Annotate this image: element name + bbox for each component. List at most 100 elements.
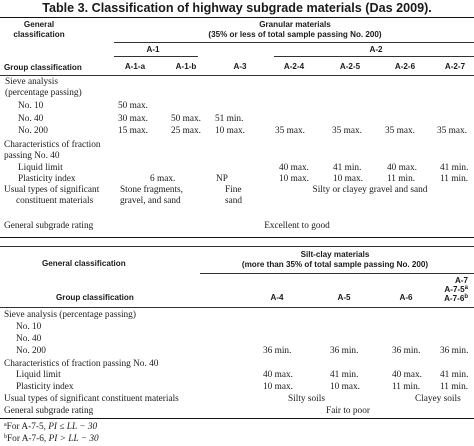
column-header-a-1-b: A-1-b (175, 62, 197, 71)
bottom-table-bottom-rule (0, 418, 474, 420)
rating-value: Excellent to good (264, 221, 330, 231)
footnote-a-formula: PI ≤ LL − 30 (48, 422, 98, 432)
cell-no200-a-4: 36 min. (263, 346, 292, 356)
a2-span-rule (274, 56, 474, 57)
cell-no40-a-3: 51 min. (215, 114, 244, 124)
fraction-characteristics-sublabel: passing No. 40 (4, 151, 60, 161)
constituents-a3-2: sand (225, 196, 243, 206)
cell-ll-a-2-6: 40 max. (387, 163, 417, 173)
row-label-no200: No. 200 (18, 126, 48, 136)
bottom-general-classification-label: General classification (42, 259, 126, 268)
group-a1-header: A-1 (146, 45, 160, 54)
constituents-silty-soils: Silty soils (288, 394, 325, 404)
column-header-a-2-6: A-2-6 (394, 62, 416, 71)
a1-span-rule (114, 56, 198, 57)
row-label-plasticity-index: Plasticity index (18, 174, 76, 184)
column-header-a-3: A-3 (233, 62, 247, 71)
bottom-row-label-liquid-limit: Liquid limit (16, 370, 61, 380)
cell-pi-a-5: 10 max. (330, 382, 360, 392)
cell-ll-a-6: 40 max. (392, 370, 422, 380)
footnote-b-mark: b (4, 434, 7, 440)
constituents-a1: Stone fragments, (120, 185, 183, 195)
sieve-analysis-label: Sieve analysis (5, 77, 58, 87)
footnote-b-formula: PI > LL − 30 (48, 434, 99, 444)
footnote-a-mark: a (4, 422, 7, 428)
cell-ll-a-4: 40 max. (263, 370, 293, 380)
cell-no200-a-2-4: 35 max. (275, 126, 305, 136)
constituents-sublabel: constituent materials (16, 196, 94, 206)
column-header-a-7-5: A-7-5a (444, 285, 468, 294)
row-label-liquid-limit: Liquid limit (18, 163, 63, 173)
cell-no200-a-1-b: 25 max. (171, 126, 201, 136)
bottom-header-rule (0, 307, 474, 308)
table-title: Table 3. Classification of highway subgr… (42, 1, 432, 15)
cell-pi-a-2-7: 11 min. (440, 174, 469, 184)
constituents-a2: Silty or clayey gravel and sand (312, 185, 428, 195)
cell-pi-a-6: 11 min. (392, 382, 421, 392)
cell-no200-a-7: 36 min. (440, 346, 469, 356)
column-header-a-2-7: A-2-7 (444, 62, 466, 71)
cell-pi-a-2-4: 10 max. (279, 174, 309, 184)
granular-materials-header: Granular materials (259, 20, 331, 29)
cell-no200-a-1-a: 15 max. (118, 126, 148, 136)
fraction-characteristics-label: Characteristics of fraction (4, 140, 101, 150)
sieve-analysis-sublabel: (percentage passing) (5, 88, 82, 98)
granular-materials-subheader: (35% or less of total sample passing No.… (208, 30, 382, 39)
constituents-clayey-soils: Clayey soils (415, 394, 461, 404)
column-header-a-6: A-6 (399, 293, 413, 302)
column-header-a-7-6: A-7-6b (444, 294, 468, 303)
bottom-table-top-rule (0, 246, 474, 247)
rating-label: General subgrade rating (4, 221, 94, 231)
cell-no200-a-6: 36 min. (392, 346, 421, 356)
cell-pi-a-2-6: 11 min. (387, 174, 416, 184)
silt-clay-header: Silt-clay materials (300, 250, 370, 259)
column-header-a-7: A-7 (454, 276, 468, 285)
bottom-row-label-no200: No. 200 (16, 346, 46, 356)
granular-header-rule (114, 42, 474, 43)
cell-no200-a-2-5: 35 max. (332, 126, 362, 136)
cell-ll-a-2-7: 41 min. (440, 163, 469, 173)
cell-no200-a-2-6: 35 max. (385, 126, 415, 136)
silt-clay-subheader: (more than 35% of total sample passing N… (241, 260, 429, 269)
cell-no200-a-5: 36 min. (330, 346, 359, 356)
bottom-rating-label: General subgrade rating (4, 406, 94, 416)
group-classification-label: Group classification (4, 63, 82, 72)
cell-pi-a-3: NP (216, 174, 228, 184)
cell-ll-a-5: 41 min. (330, 370, 359, 380)
bottom-row-label-no10: No. 10 (16, 322, 42, 332)
column-header-a-5: A-5 (337, 293, 351, 302)
cell-pi-a-2-5: 10 max. (333, 174, 363, 184)
top-table-bottom-rule (0, 237, 474, 239)
cell-no200-a-2-7: 35 max. (437, 126, 467, 136)
bottom-constituents-label: Usual types of significant constituent m… (4, 394, 179, 404)
bottom-group-classification-label: Group classification (56, 293, 134, 302)
top-table-top-rule (0, 17, 474, 19)
constituents-a3: Fine (225, 185, 242, 195)
cell-pi-a-1: 6 max. (150, 174, 176, 184)
column-header-a-2-5: A-2-5 (339, 62, 361, 71)
cell-pi-a-7: 11 min. (440, 382, 469, 392)
silt-clay-header-rule (200, 273, 474, 274)
bottom-row-label-plasticity-index: Plasticity index (16, 382, 74, 392)
column-header-a-4: A-4 (270, 293, 284, 302)
column-header-a-1-a: A-1-a (124, 62, 146, 71)
cell-ll-a-2-5: 41 min. (333, 163, 362, 173)
row-label-no40: No. 40 (18, 114, 44, 124)
general-classification-label: General (23, 20, 55, 29)
footnote-a: aFor A-7-5, PI ≤ LL − 30 (4, 422, 98, 432)
bottom-row-label-no40: No. 40 (16, 334, 42, 344)
cell-ll-a-2-4: 40 max. (279, 163, 309, 173)
cell-ll-a-7: 41 min. (440, 370, 469, 380)
cell-no40-a-1-a: 30 max. (118, 114, 148, 124)
cell-no200-a-3: 10 max. (215, 126, 245, 136)
constituents-label: Usual types of significant (4, 185, 100, 195)
footnote-mark-a: a (464, 285, 468, 291)
constituents-a1-2: gravel, and sand (120, 196, 181, 206)
cell-no10-a-1-a: 50 max. (118, 101, 148, 111)
bottom-sieve-analysis-label: Sieve analysis (percentage passing) (4, 310, 136, 320)
bottom-fraction-characteristics-label: Characteristics of fraction passing No. … (4, 359, 159, 369)
group-a2-header: A-2 (369, 45, 383, 54)
row-label-no10: No. 10 (18, 101, 44, 111)
footnote-mark-b: b (464, 294, 468, 300)
